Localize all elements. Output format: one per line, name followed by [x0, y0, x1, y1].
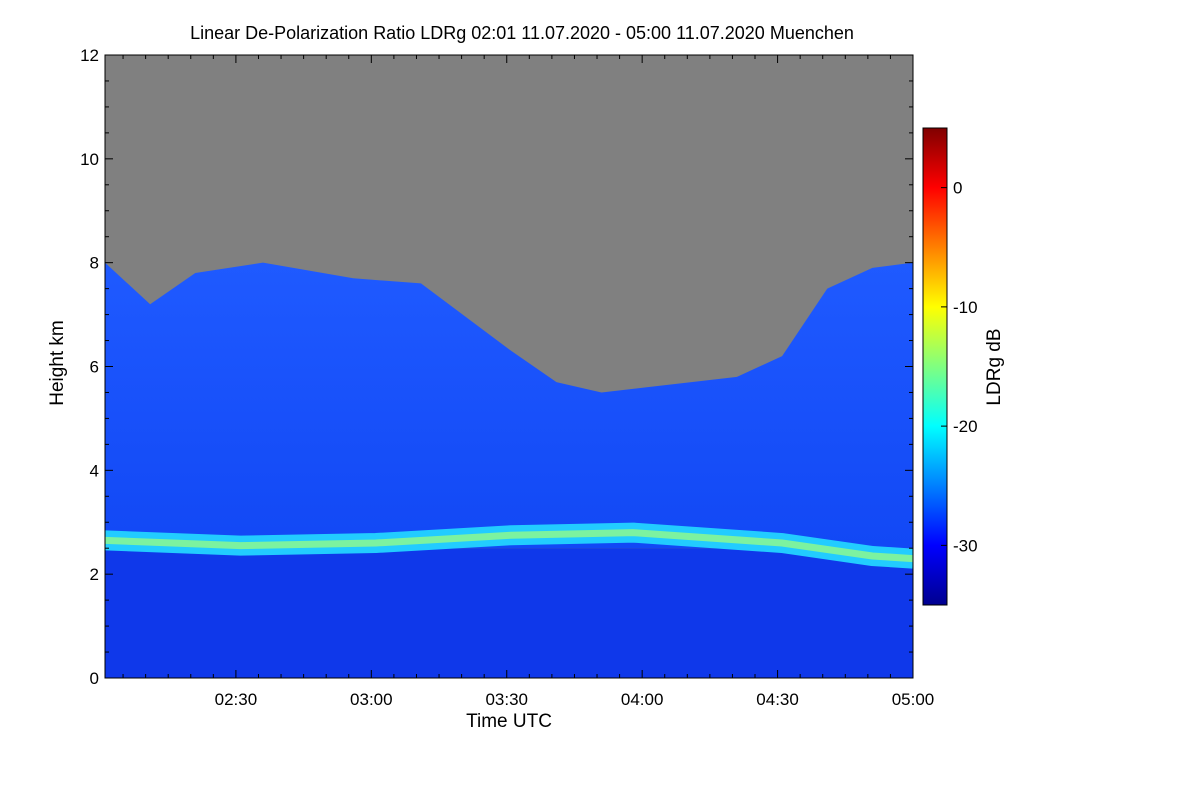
y-tick-label: 2	[90, 565, 99, 584]
y-tick-label: 4	[90, 461, 99, 480]
plot-area	[105, 55, 913, 678]
y-axis-label: Height km	[47, 320, 68, 406]
x-tick-label: 02:30	[215, 690, 258, 709]
x-tick-label: 04:00	[621, 690, 664, 709]
lower-region	[105, 548, 913, 678]
colorbar-tick-label: -30	[953, 536, 978, 555]
y-axis: 0 2 4 6 8 10 12	[80, 46, 913, 688]
colorbar-label: LDRg dB	[984, 328, 1005, 405]
depolarization-layer	[105, 529, 913, 563]
x-tick-label: 05:00	[892, 690, 935, 709]
x-axis-label: Time UTC	[466, 711, 552, 732]
x-tick-label: 03:30	[485, 690, 528, 709]
y-tick-label: 8	[90, 254, 99, 273]
colorbar-tick-label: 0	[953, 179, 962, 198]
x-tick-label: 03:00	[350, 690, 393, 709]
colorbar-ticks: 0 -10 -20 -30	[941, 179, 978, 555]
y-tick-label: 10	[80, 150, 99, 169]
colorbar-tick-label: -10	[953, 298, 978, 317]
colorbar-tick-label: -20	[953, 417, 978, 436]
y-tick-label: 6	[90, 358, 99, 377]
colorbar	[922, 127, 948, 606]
y-tick-label: 0	[90, 669, 99, 688]
x-axis: 02:30 03:00 03:30 04:00 04:30 05:00	[122, 55, 935, 709]
x-tick-label: 04:30	[756, 690, 799, 709]
upper-region	[105, 262, 913, 549]
chart-title: Linear De-Polarization Ratio LDRg 02:01 …	[190, 23, 854, 43]
y-tick-label: 12	[80, 46, 99, 65]
